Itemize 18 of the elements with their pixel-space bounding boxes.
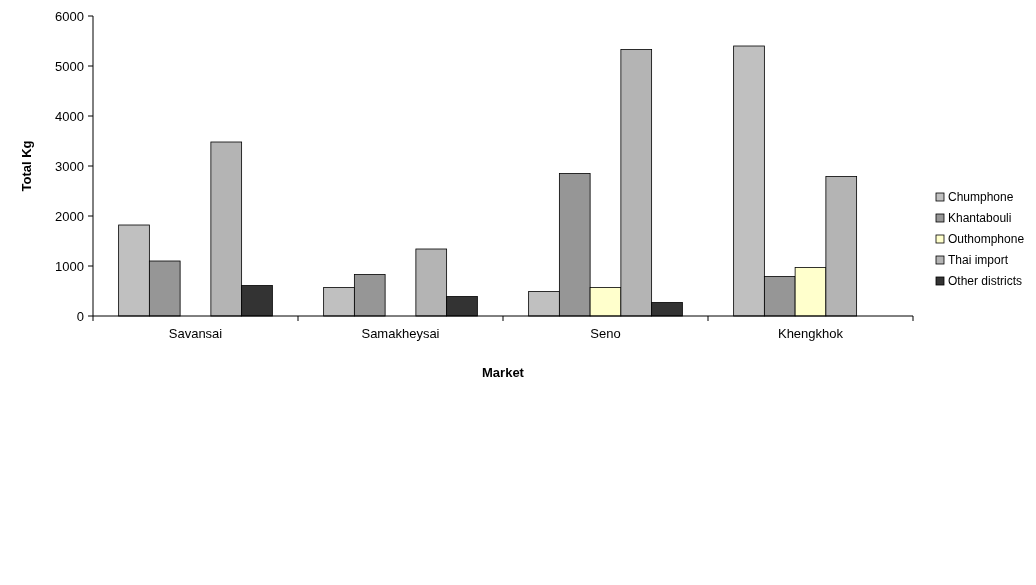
- legend-label: Chumphone: [948, 190, 1014, 205]
- x-tick-label: Samakheysai: [361, 326, 440, 341]
- y-tick-label: 1000: [55, 258, 84, 274]
- x-tick-label: Savansai: [168, 326, 223, 341]
- legend-label: Other districts: [948, 274, 1023, 289]
- y-tick-label: 3000: [55, 158, 84, 174]
- y-tick-label: 0: [76, 308, 84, 324]
- y-tick-label: 2000: [55, 208, 84, 224]
- legend-label: Thai import: [948, 253, 1009, 268]
- y-axis-title: Total Kg: [19, 140, 34, 192]
- x-tick-label: Seno: [590, 326, 621, 341]
- legend-label: Outhomphone: [948, 232, 1025, 247]
- x-axis-title: Market: [482, 365, 525, 380]
- y-tick-label: 6000: [55, 8, 84, 24]
- legend-label: Khantabouli: [948, 211, 1012, 226]
- x-tick-label: Khengkhok: [777, 326, 844, 341]
- y-tick-label: 5000: [55, 58, 84, 74]
- y-tick-label: 4000: [55, 108, 84, 124]
